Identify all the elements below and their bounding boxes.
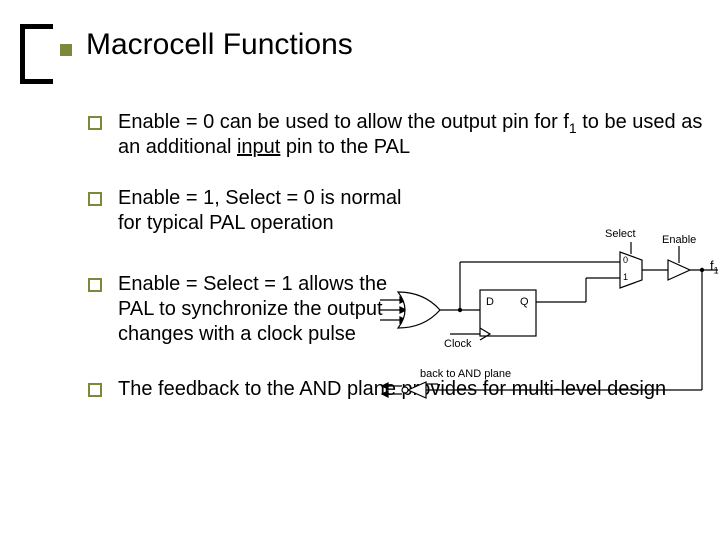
list-item: Enable = 0 can be used to allow the outp…: [88, 110, 688, 160]
title-bullet-icon: [60, 44, 72, 56]
label-output-f: f1: [710, 258, 719, 276]
list-item: Enable = 1, Select = 0 is normal for typ…: [88, 186, 688, 236]
hollow-square-bullet-icon: [88, 116, 102, 130]
list-item-text: Enable = 1, Select = 0 is normal for typ…: [118, 186, 428, 236]
circuit-svg: [380, 240, 720, 440]
label-clock: Clock: [444, 338, 472, 350]
corner-bracket-decoration: [20, 24, 53, 84]
label-q: Q: [520, 296, 529, 308]
list-item-text: Enable = Select = 1 allows the PAL to sy…: [118, 272, 398, 347]
slide: Macrocell Functions Enable = 0 can be us…: [0, 0, 720, 540]
underlined-word: input: [237, 136, 280, 158]
label-mux-1: 1: [623, 272, 628, 282]
hollow-square-bullet-icon: [88, 192, 102, 206]
list-item-text: Enable = 0 can be used to allow the outp…: [118, 110, 708, 160]
subscript: 1: [714, 266, 719, 276]
macrocell-circuit-diagram: Select Enable 0 1 D Q Clock back to AND …: [380, 240, 720, 440]
subscript: 1: [569, 120, 577, 136]
hollow-square-bullet-icon: [88, 278, 102, 292]
label-enable: Enable: [662, 234, 696, 246]
label-mux-0: 0: [623, 255, 628, 265]
text-fragment: pin to the PAL: [280, 136, 410, 158]
hollow-square-bullet-icon: [88, 383, 102, 397]
label-select: Select: [605, 228, 636, 240]
label-d: D: [486, 296, 494, 308]
label-back-to-and-plane: back to AND plane: [420, 368, 511, 380]
slide-title: Macrocell Functions: [86, 28, 353, 62]
text-fragment: Enable = 0 can be used to allow the outp…: [118, 111, 569, 133]
